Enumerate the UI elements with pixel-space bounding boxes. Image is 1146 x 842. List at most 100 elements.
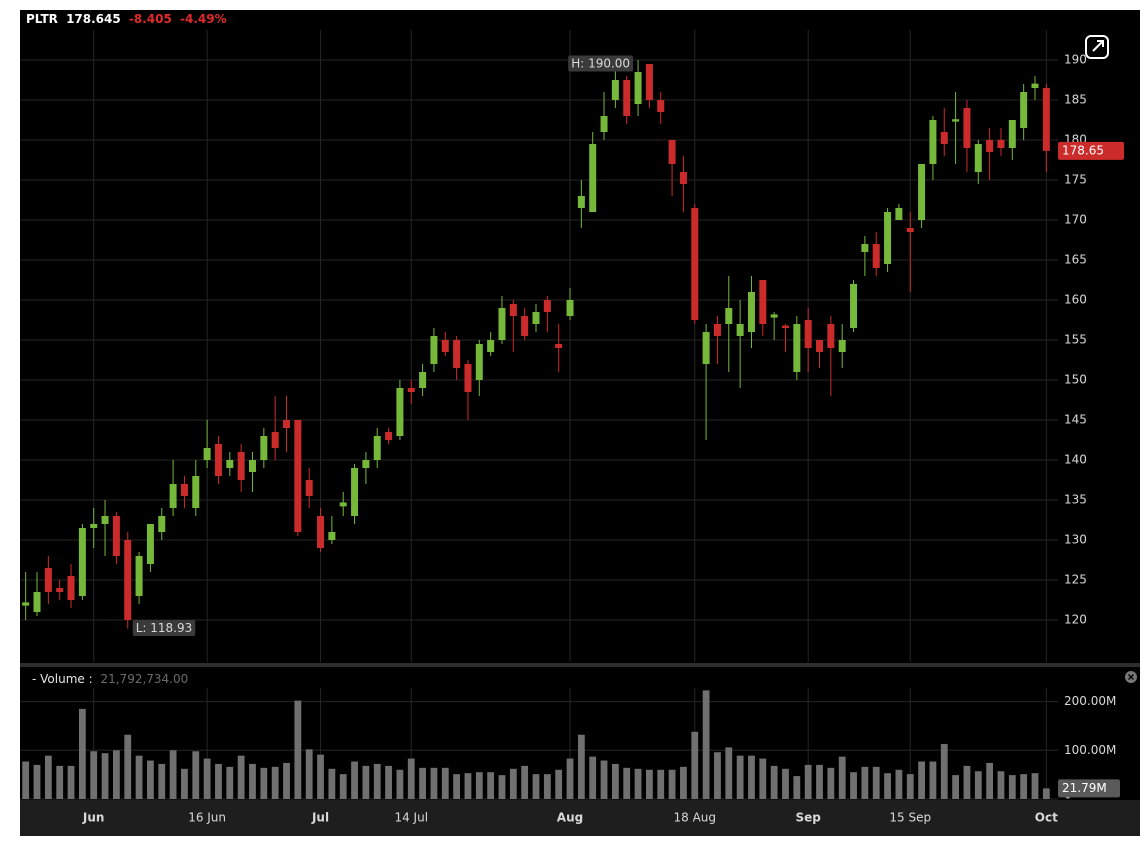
- y-tick-label: 165: [1064, 253, 1087, 267]
- volume-bar: [816, 764, 823, 799]
- volume-bar: [509, 768, 517, 799]
- volume-bar: [351, 761, 358, 799]
- candle-body: [713, 324, 721, 336]
- candle-body: [555, 344, 563, 348]
- volume-bar: [838, 756, 846, 799]
- volume-bar: [555, 769, 563, 799]
- volume-bar: [294, 700, 302, 799]
- volume-bar: [124, 734, 132, 799]
- x-tick-label: Sep: [795, 811, 821, 825]
- candle-body: [747, 292, 755, 332]
- candle-body: [169, 484, 177, 508]
- candle-body: [521, 316, 529, 336]
- last-price-label: 178.65: [1062, 143, 1104, 157]
- candle-body: [929, 120, 937, 164]
- candle-body: [509, 304, 517, 316]
- candle-body: [339, 502, 347, 507]
- expand-icon[interactable]: [1085, 35, 1109, 59]
- volume-bar: [78, 708, 86, 799]
- volume-bar: [226, 766, 234, 799]
- volume-bar: [782, 768, 789, 799]
- volume-bar: [1031, 773, 1039, 799]
- volume-bar: [804, 764, 812, 799]
- volume-bar: [952, 775, 960, 799]
- candle-body: [895, 208, 903, 220]
- x-tick-label: Jul: [311, 811, 329, 825]
- candle-body: [453, 340, 461, 368]
- volume-bar: [940, 743, 948, 799]
- volume-bar: [249, 763, 256, 799]
- candle-body: [135, 556, 143, 596]
- candle-body: [963, 108, 971, 148]
- volume-bar: [147, 760, 154, 799]
- x-tick-label: Aug: [557, 811, 583, 825]
- y-tick-label: 175: [1064, 173, 1087, 187]
- volume-bar: [623, 767, 631, 799]
- volume-bar: [577, 734, 585, 799]
- volume-bar: [441, 767, 449, 799]
- candle-body: [657, 100, 665, 112]
- price-change: -8.405: [129, 12, 172, 26]
- y-tick-label: 190: [1064, 53, 1087, 67]
- volume-bar: [419, 767, 426, 799]
- volume-bar: [464, 773, 472, 799]
- candle-body: [566, 300, 574, 316]
- volume-title: - Volume :: [32, 672, 93, 686]
- last-volume-tag: [1058, 779, 1120, 798]
- volume-bar: [725, 747, 733, 799]
- y-tick-label: 100.00M: [1064, 743, 1116, 757]
- volume-header: - Volume : 21,792,734.00: [32, 672, 188, 686]
- volume-bar: [237, 755, 245, 799]
- candle-body: [385, 432, 393, 440]
- candle-body: [997, 140, 1005, 148]
- volume-bar: [498, 775, 506, 799]
- volume-bar: [566, 758, 574, 799]
- candle-body: [838, 340, 846, 352]
- last-price-tag: [1058, 141, 1124, 160]
- volume-bar: [918, 761, 925, 799]
- candle-body: [543, 300, 551, 312]
- volume-bar: [328, 768, 336, 799]
- volume-bar: [986, 762, 994, 799]
- volume-bar: [702, 690, 710, 799]
- candle-body: [294, 420, 302, 532]
- x-tick-label: Oct: [1035, 811, 1058, 825]
- candle-body: [884, 212, 892, 264]
- candle-body: [396, 388, 404, 436]
- volume-bar: [657, 769, 665, 799]
- close-volume-x: [1128, 674, 1134, 680]
- candle-body: [475, 344, 483, 380]
- candle-body: [124, 540, 132, 620]
- volume-bar: [827, 767, 835, 799]
- volume-bar: [736, 755, 744, 799]
- candle-body: [1008, 120, 1016, 148]
- volume-bar: [714, 752, 721, 799]
- annotation-box: [132, 620, 196, 637]
- candle-body: [793, 324, 801, 372]
- volume-bar: [1008, 775, 1016, 799]
- volume-bar: [906, 774, 914, 799]
- volume-bar: [158, 763, 166, 799]
- candle-body: [419, 372, 427, 388]
- volume-bar: [759, 758, 767, 799]
- candle-body: [770, 314, 778, 318]
- volume-bar: [680, 766, 687, 799]
- close-volume[interactable]: [1125, 671, 1137, 683]
- candle-body: [22, 602, 30, 606]
- candle-body: [804, 320, 812, 348]
- x-tick-label: Jun: [82, 811, 105, 825]
- candle-body: [487, 340, 495, 352]
- candle-body: [759, 280, 767, 324]
- candle-body: [668, 140, 676, 164]
- candle-body: [430, 336, 438, 364]
- candle-body: [600, 116, 608, 132]
- candle-body: [645, 64, 653, 100]
- volume-bar: [169, 750, 177, 799]
- volume-bar: [929, 761, 937, 799]
- y-tick-label: 185: [1064, 93, 1087, 107]
- x-tick-label: 18 Aug: [674, 811, 717, 825]
- x-axis-strip: [20, 800, 1140, 836]
- volume-bar: [90, 751, 98, 799]
- volume-bar: [589, 756, 597, 799]
